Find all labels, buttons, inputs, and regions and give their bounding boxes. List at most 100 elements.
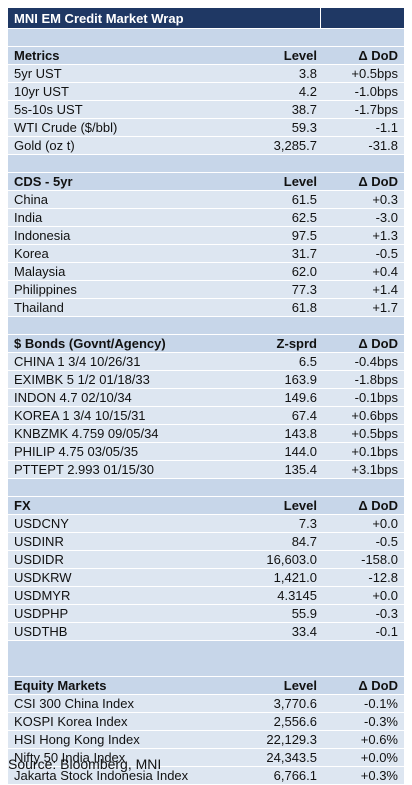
column-header: Δ DoD [358, 48, 398, 63]
table-row: 10yr UST 4.2 -1.0bps [8, 83, 404, 101]
row-label: Philippines [14, 282, 77, 297]
table-row: CSI 300 China Index 3,770.6 -0.1% [8, 695, 404, 713]
table-row: KOSPI Korea Index 2,556.6 -0.3% [8, 713, 404, 731]
row-change: -12.8 [368, 570, 398, 585]
table-row: WTI Crude ($/bbl) 59.3 -1.1 [8, 119, 404, 137]
row-value: 33.4 [291, 624, 317, 639]
row-label: WTI Crude ($/bbl) [14, 120, 118, 135]
row-value: 84.7 [291, 534, 317, 549]
row-label: USDCNY [14, 516, 69, 531]
row-change: -1.7bps [354, 102, 398, 117]
row-label: USDIDR [14, 552, 64, 567]
section-title: $ Bonds (Govnt/Agency) [14, 336, 166, 351]
column-header: Δ DoD [358, 336, 398, 351]
row-value: 59.3 [291, 120, 317, 135]
table-row: Korea 31.7 -0.5 [8, 245, 404, 263]
row-label: India [14, 210, 43, 225]
row-label: PTTEPT 2.993 01/15/30 [14, 462, 154, 477]
row-change: +0.1bps [351, 444, 398, 459]
row-value: 6.5 [298, 354, 317, 369]
row-label: Malaysia [14, 264, 66, 279]
row-label: INDON 4.7 02/10/34 [14, 390, 132, 405]
row-change: -1.0bps [354, 84, 398, 99]
row-change: +0.0 [372, 588, 398, 603]
row-value: 38.7 [291, 102, 317, 117]
table-row: Malaysia 62.0 +0.4 [8, 263, 404, 281]
row-value: 6,766.1 [273, 768, 317, 783]
row-label: 10yr UST [14, 84, 69, 99]
row-value: 4.2 [298, 84, 317, 99]
row-change: +1.3 [372, 228, 398, 243]
row-value: 1,421.0 [273, 570, 317, 585]
row-change: +1.4 [372, 282, 398, 297]
section-header-row: Equity Markets Level Δ DoD [8, 677, 404, 695]
section-header-row: Metrics Level Δ DoD [8, 47, 404, 65]
table-row: Nifty 50 India Index 24,343.5 +0.0% [8, 749, 404, 767]
row-change: -1.8bps [354, 372, 398, 387]
table-row: KNBZMK 4.759 09/05/34 143.8 +0.5bps [8, 425, 404, 443]
row-change: -158.0 [361, 552, 398, 567]
row-change: +0.6% [360, 732, 398, 747]
row-label: Korea [14, 246, 49, 261]
row-value: 62.0 [291, 264, 317, 279]
row-label: CHINA 1 3/4 10/26/31 [14, 354, 141, 369]
column-header: Level [283, 498, 317, 513]
column-header: Δ DoD [358, 174, 398, 189]
table-row: Indonesia 97.5 +1.3 [8, 227, 404, 245]
row-change: +0.5bps [351, 66, 398, 81]
table-row: Gold (oz t) 3,285.7 -31.8 [8, 137, 404, 155]
table-row: INDON 4.7 02/10/34 149.6 -0.1bps [8, 389, 404, 407]
row-change: -0.5 [375, 534, 398, 549]
section-header-row: FX Level Δ DoD [8, 497, 404, 515]
column-header: Level [283, 678, 317, 693]
row-change: +0.0% [360, 750, 398, 765]
row-label: Indonesia [14, 228, 71, 243]
section-title: Metrics [14, 48, 60, 63]
row-label: HSI Hong Kong Index [14, 732, 140, 747]
column-header: Level [283, 48, 317, 63]
row-value: 3,285.7 [273, 138, 317, 153]
section-spacer [8, 29, 404, 47]
table-row: 5yr UST 3.8 +0.5bps [8, 65, 404, 83]
section-spacer [8, 479, 404, 497]
row-value: 24,343.5 [266, 750, 317, 765]
table-row: China 61.5 +0.3 [8, 191, 404, 209]
row-label: CSI 300 China Index [14, 696, 134, 711]
table-row: Philippines 77.3 +1.4 [8, 281, 404, 299]
table-row: KOREA 1 3/4 10/15/31 67.4 +0.6bps [8, 407, 404, 425]
section-spacer [8, 317, 404, 335]
row-value: 143.8 [284, 426, 317, 441]
row-value: 97.5 [291, 228, 317, 243]
section-spacer [8, 155, 404, 173]
table-row: USDCNY 7.3 +0.0 [8, 515, 404, 533]
table-row: USDINR 84.7 -0.5 [8, 533, 404, 551]
row-label: KOSPI Korea Index [14, 714, 128, 729]
row-value: 31.7 [291, 246, 317, 261]
source-note: Source: Bloomberg, MNI [8, 756, 162, 772]
row-value: 3.8 [298, 66, 317, 81]
row-label: USDINR [14, 534, 64, 549]
row-label: PHILIP 4.75 03/05/35 [14, 444, 139, 459]
row-label: KNBZMK 4.759 09/05/34 [14, 426, 159, 441]
table-row: Thailand 61.8 +1.7 [8, 299, 404, 317]
row-change: -0.1 [375, 624, 398, 639]
row-change: +0.4 [372, 264, 398, 279]
row-label: KOREA 1 3/4 10/15/31 [14, 408, 146, 423]
row-value: 144.0 [284, 444, 317, 459]
table-row: USDIDR 16,603.0 -158.0 [8, 551, 404, 569]
market-wrap-table: MNI EM Credit Market Wrap Metrics Level Δ … [8, 8, 404, 785]
row-value: 67.4 [291, 408, 317, 423]
table-row: USDTHB 33.4 -0.1 [8, 623, 404, 641]
row-label: Nifty 50 India Index [14, 750, 126, 765]
row-label: Thailand [14, 300, 64, 315]
row-value: 61.8 [291, 300, 317, 315]
row-change: -0.3 [375, 606, 398, 621]
row-change: +1.7 [372, 300, 398, 315]
row-label: Jakarta Stock Indonesia Index [14, 768, 189, 783]
row-label: USDPHP [14, 606, 69, 621]
row-label: China [14, 192, 48, 207]
table-row: EXIMBK 5 1/2 01/18/33 163.9 -1.8bps [8, 371, 404, 389]
table-row: USDMYR 4.3145 +0.0 [8, 587, 404, 605]
row-value: 3,770.6 [273, 696, 317, 711]
row-value: 77.3 [291, 282, 317, 297]
